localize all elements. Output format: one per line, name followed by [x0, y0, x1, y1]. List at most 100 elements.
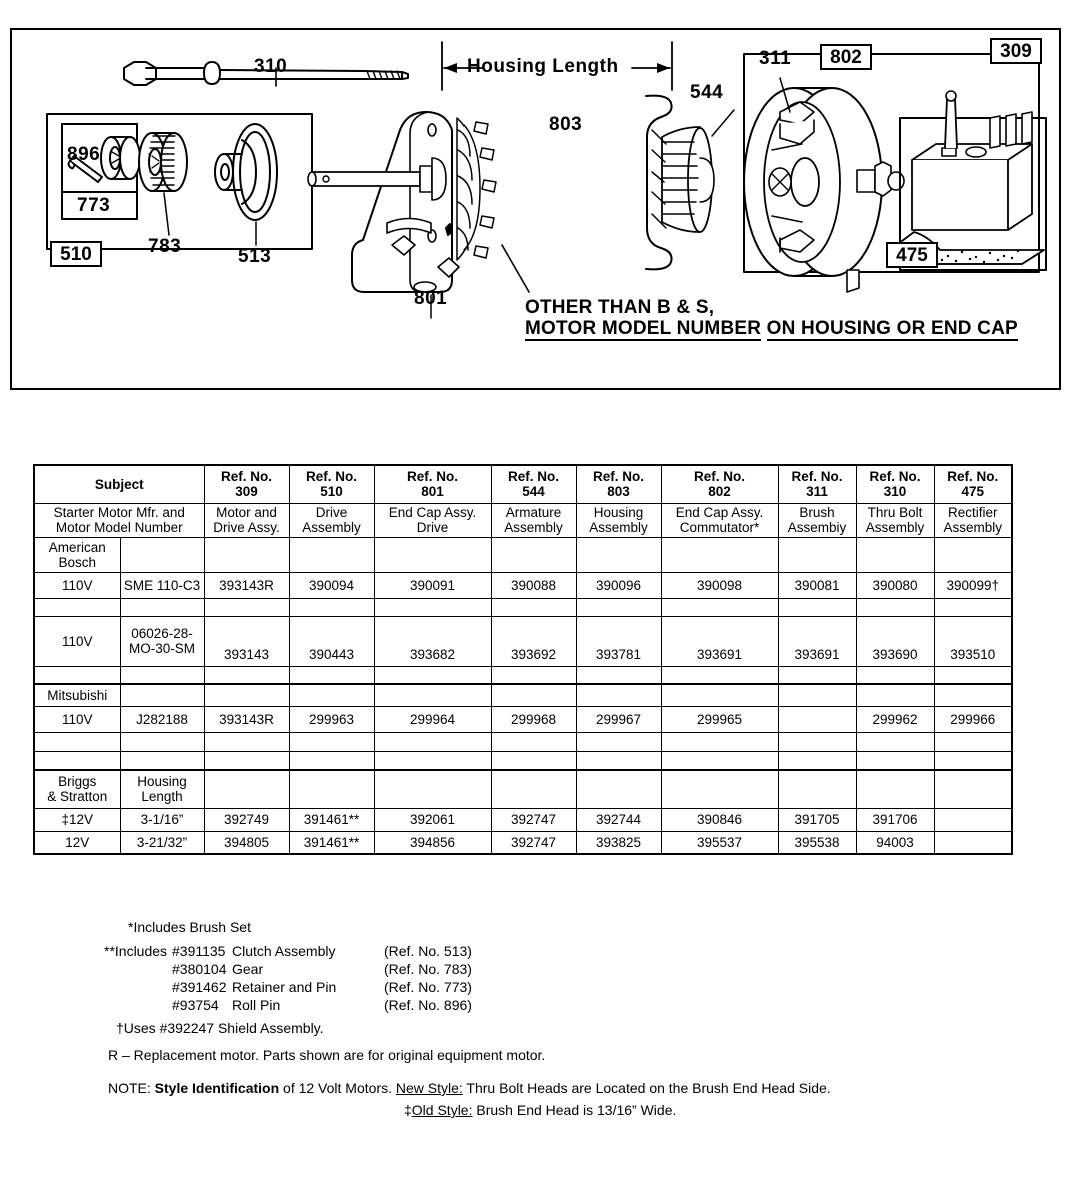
cell-510: [288, 750, 375, 771]
desc-line2: Assembly: [943, 520, 1002, 535]
cell-544: 393692: [490, 615, 577, 667]
cell-801: 392061: [373, 807, 492, 832]
desc-line2: Drive Assy.: [213, 520, 280, 535]
cell-housing-length: 3-1/16”: [119, 807, 205, 832]
cell-model: [119, 731, 205, 752]
cell-model: SME 110-C3: [119, 571, 205, 599]
cell-475: 393510: [933, 615, 1013, 667]
cell-311: [777, 750, 857, 771]
cell-510: [288, 597, 375, 617]
cell-510: [288, 536, 375, 573]
cell-voltage: 12V: [33, 830, 121, 855]
ref-number: 510: [320, 484, 343, 500]
table-row: Mitsubishi: [33, 683, 1013, 707]
ref-prefix: Ref. No.: [693, 469, 745, 485]
cell-309: [203, 683, 290, 707]
footnote-intro: **Includes: [104, 943, 168, 959]
new-style-text: Thru Bolt Heads are Located on the Brush…: [462, 1080, 831, 1096]
cell-311: [777, 536, 857, 573]
cell-801: 393682: [373, 615, 492, 667]
cell-mfr: Briggs & Stratton: [33, 769, 121, 809]
cell-801: 299964: [373, 705, 492, 733]
roll-pin-drawing: [67, 155, 103, 183]
cell-voltage: 110V: [33, 615, 121, 667]
ref-prefix: Ref. No.: [592, 469, 644, 485]
desc-line2: Commutator*: [679, 520, 760, 535]
cell-voltage: ‡12V: [33, 807, 121, 832]
cell-801: [373, 731, 492, 752]
housing-length-label: Housing Length: [467, 56, 619, 77]
desc-line1: End Cap Assy.: [388, 505, 477, 520]
footnote-name: Gear: [232, 961, 264, 977]
cell-mfr: Mitsubishi: [33, 683, 121, 707]
cell-310: [855, 536, 935, 573]
cell-311: [777, 731, 857, 752]
cell-802: 395537: [660, 830, 779, 855]
table-row: [33, 665, 1013, 685]
cell-475: [933, 769, 1013, 809]
cell-544: [490, 683, 577, 707]
cell-802: 299965: [660, 705, 779, 733]
desc-line2: Assembly: [865, 520, 925, 535]
desc-802: End Cap Assy. Commutator*: [660, 502, 779, 538]
model-line1: 06026-28-: [131, 626, 193, 641]
ref-prefix: Ref. No.: [507, 469, 559, 485]
desc-801: End Cap Assy. Drive: [373, 502, 492, 538]
mfr-line1: Briggs: [58, 774, 97, 790]
cell-475: [933, 536, 1013, 573]
cell-310: [855, 683, 935, 707]
note-new-style: NOTE: Style Identification of 12 Volt Mo…: [108, 1079, 831, 1097]
cell-803: [575, 731, 662, 752]
table-header-ref-row: Subject Ref. No. 309 Ref. No. 510 Ref. N…: [33, 464, 1013, 504]
note-mid: of 12 Volt Motors.: [279, 1080, 396, 1096]
cell-803: 393825: [575, 830, 662, 855]
caption-line-1: OTHER THAN B & S,: [525, 297, 715, 318]
model-line1: Housing: [137, 774, 187, 790]
mfr-line2: & Stratton: [47, 789, 108, 805]
footnote-name: Retainer and Pin: [232, 979, 337, 995]
ref-prefix: Ref. No.: [305, 469, 357, 485]
cell-311: [777, 597, 857, 617]
header-ref-510: Ref. No. 510: [288, 464, 375, 504]
exploded-view-drawing: [46, 41, 1047, 319]
cell-311: [777, 705, 857, 733]
cell-309: 393143R: [203, 571, 290, 599]
cell-voltage: 110V: [33, 705, 121, 733]
cell-475: [933, 597, 1013, 617]
footnote-part: #380104: [172, 961, 227, 977]
footnote-name: Roll Pin: [232, 997, 281, 1013]
desc-line1: Thru Bolt: [867, 505, 923, 520]
cell-544: [490, 750, 577, 771]
cell-311: 395538: [777, 830, 857, 855]
cell-310: 94003: [855, 830, 935, 855]
parts-reference-table: Subject Ref. No. 309 Ref. No. 510 Ref. N…: [33, 464, 1013, 855]
ref-prefix: Ref. No.: [947, 469, 999, 485]
cell-510: 390443: [288, 615, 375, 667]
footnote-ref: (Ref. No. 896): [384, 997, 472, 1013]
header-ref-475: Ref. No. 475: [933, 464, 1013, 504]
desc-309: Motor and Drive Assy.: [203, 502, 290, 538]
ref-prefix: Ref. No.: [406, 469, 458, 485]
cell-510: 299963: [288, 705, 375, 733]
cell-475: [933, 750, 1013, 771]
cell-803: 390096: [575, 571, 662, 599]
cell-309: 393143: [203, 615, 290, 667]
cell-544: 390088: [490, 571, 577, 599]
cell-310: [855, 731, 935, 752]
mfr-line1: American: [48, 539, 106, 555]
cell-model: [119, 683, 205, 707]
ref-prefix: Ref. No.: [220, 469, 272, 485]
cell-311: 393691: [777, 615, 857, 667]
cell-309: 393143R: [203, 705, 290, 733]
desc-line2: Assembly: [504, 520, 563, 535]
cell-475: [933, 807, 1013, 832]
cell-544: 392747: [490, 830, 577, 855]
ref-number: 311: [806, 484, 828, 500]
cell-544: 299968: [490, 705, 577, 733]
header-ref-544: Ref. No. 544: [490, 464, 577, 504]
callout-801: 801: [414, 288, 448, 309]
cell-model: 06026-28- MO-30-SM: [119, 615, 205, 667]
cell-510: [288, 665, 375, 685]
cell-802: [660, 769, 779, 809]
cell-802: [660, 665, 779, 685]
